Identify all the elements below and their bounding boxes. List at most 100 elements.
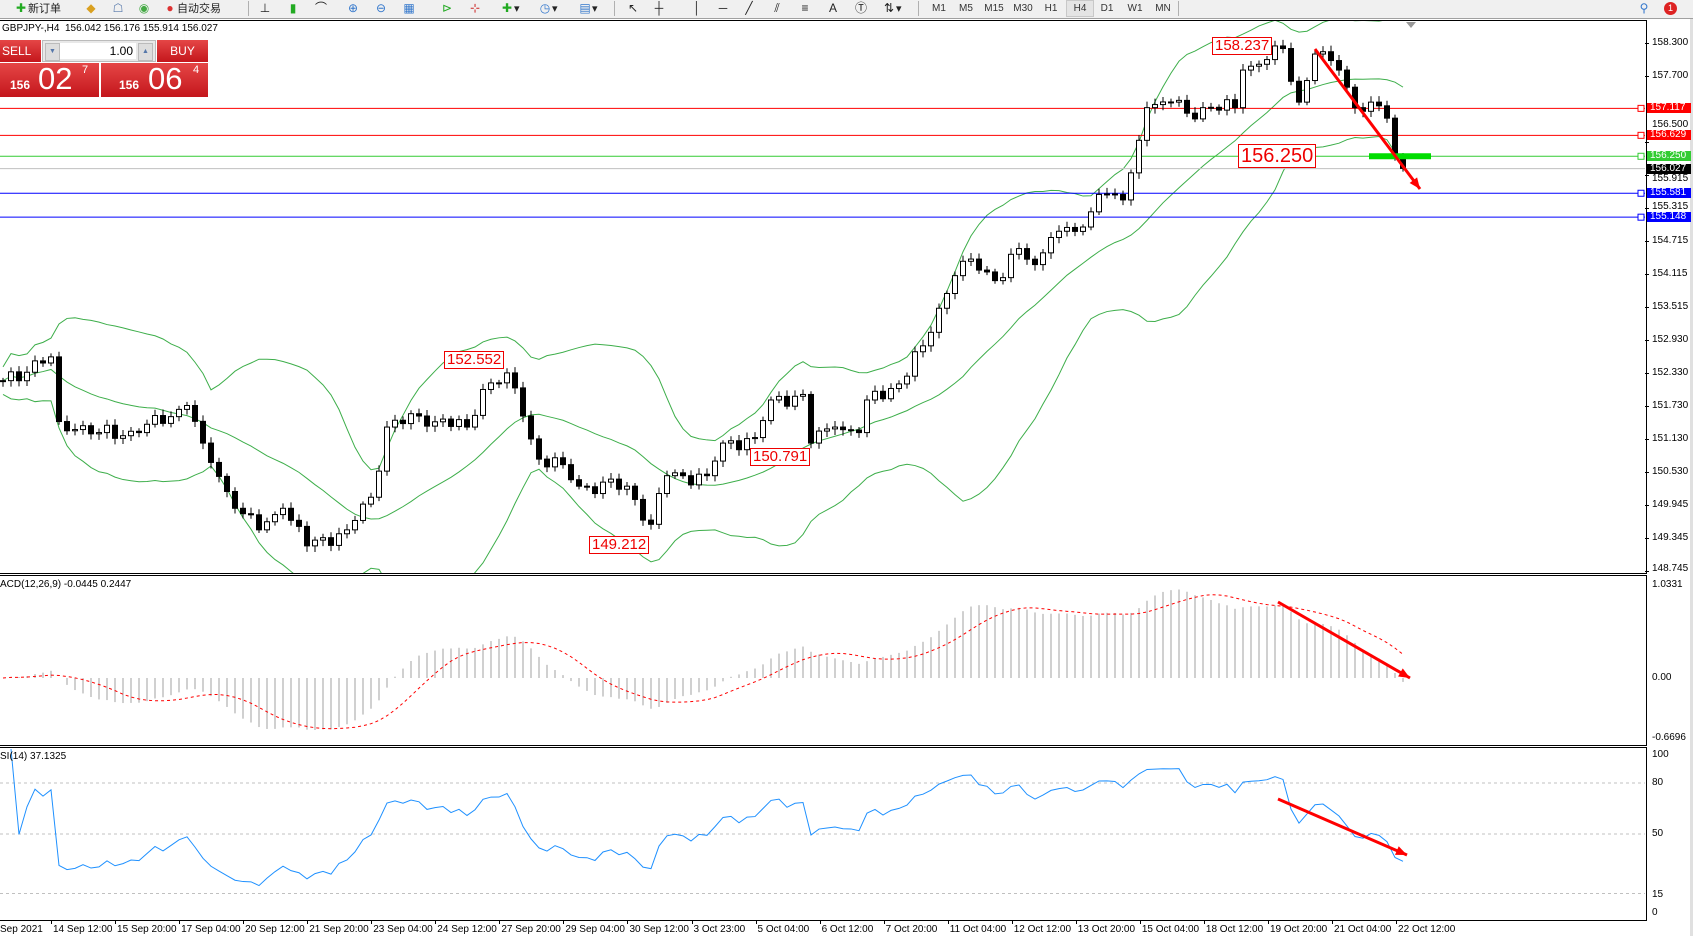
notifications-button[interactable]: 1 <box>1664 1 1677 16</box>
lot-input[interactable]: 1.00 <box>60 43 136 59</box>
price-tick <box>1645 142 1649 144</box>
candle <box>248 513 254 516</box>
rsi-chart[interactable] <box>0 748 1645 920</box>
candle <box>376 470 382 498</box>
zoom-in-button[interactable]: ⊕ <box>346 1 360 16</box>
timeframe-w1[interactable]: W1 <box>1127 3 1143 14</box>
candle <box>200 420 206 444</box>
indicators-button[interactable]: ✚ ▾ <box>501 1 520 15</box>
ask-price-button[interactable]: 156 06 4 <box>101 61 208 97</box>
cursor-button[interactable]: ↖ <box>626 1 640 16</box>
price-axis-label: 154.715 <box>1652 235 1689 247</box>
trendline-icon: ╱ <box>745 1 753 15</box>
chart-shift-button[interactable]: ⊹ <box>468 1 482 16</box>
candle <box>1224 99 1230 111</box>
candle <box>528 415 534 440</box>
macd-chart[interactable] <box>0 576 1645 745</box>
bid-price-button[interactable]: 156 02 7 <box>0 61 99 97</box>
swing-high-label[interactable]: 152.552 <box>444 351 505 369</box>
candle <box>1344 69 1350 88</box>
high-price-label[interactable]: 158.237 <box>1212 37 1273 55</box>
timeframe-mn[interactable]: MN <box>1155 3 1171 14</box>
indicators-icon: ✚ <box>501 1 513 15</box>
signals-button[interactable]: ◉ <box>137 1 151 16</box>
timeframe-m1[interactable]: M1 <box>932 3 946 14</box>
periods-button[interactable]: ◷ ▾ <box>539 1 558 15</box>
candle <box>232 491 238 509</box>
bid-fraction: 7 <box>82 64 89 76</box>
timeframe-m5[interactable]: M5 <box>959 3 973 14</box>
candle <box>1008 253 1014 279</box>
candle <box>448 418 454 427</box>
time-tick <box>563 920 565 924</box>
swing-low-label[interactable]: 150.791 <box>750 448 811 466</box>
timeframe-h1[interactable]: H1 <box>1044 3 1058 14</box>
line-chart-button[interactable]: ⌒ <box>314 1 328 16</box>
low-price-label[interactable]: 149.212 <box>589 536 650 554</box>
vertical-line-button[interactable]: │ <box>690 1 704 16</box>
tile-windows-button[interactable]: ▦ <box>402 1 416 16</box>
market-watch-button[interactable]: ◆ <box>84 1 98 16</box>
candle <box>680 472 686 477</box>
price-tick <box>1645 174 1649 176</box>
auto-trading-button[interactable]: ● 自动交易 <box>163 1 221 16</box>
bar-chart-button[interactable]: ⊥ <box>258 1 272 16</box>
buy-button[interactable]: BUY <box>157 40 208 62</box>
chart-title: GBPJPY-,H4 156.042 156.176 155.914 156.0… <box>2 23 218 34</box>
lot-increase-button[interactable]: ▲ <box>138 43 153 61</box>
timeframe-d1[interactable]: D1 <box>1100 3 1114 14</box>
timeframe-m30[interactable]: M30 <box>1013 3 1033 14</box>
candle <box>696 473 702 486</box>
time-tick <box>819 920 821 924</box>
candle <box>496 382 502 385</box>
templates-button[interactable]: ▤▾ <box>579 1 598 15</box>
terminal-button[interactable]: ☖ <box>111 1 125 16</box>
macd-axis-min: -0.6696 <box>1652 732 1686 743</box>
candle <box>112 424 118 439</box>
separator <box>918 1 919 16</box>
auto-scroll-button[interactable]: ⊳ <box>440 1 454 16</box>
macd-axis-max: 1.0331 <box>1652 579 1683 590</box>
candle <box>392 419 398 428</box>
fibonacci-button[interactable]: ≡ <box>798 1 812 16</box>
time-axis-label: 21 Sep 20:00 <box>309 924 369 935</box>
text-label-button[interactable]: Ⓣ <box>854 1 868 16</box>
timeframe-m15[interactable]: M15 <box>984 3 1004 14</box>
candle <box>648 519 654 525</box>
price-chart[interactable] <box>0 21 1645 573</box>
zoom-out-button[interactable]: ⊖ <box>374 1 388 16</box>
bid-big-figure: 156 <box>10 78 31 92</box>
lot-decrease-button[interactable]: ▼ <box>45 43 60 61</box>
trendline-button[interactable]: ╱ <box>742 1 756 16</box>
template-icon: ▤ <box>579 1 591 15</box>
timeframe-h4[interactable]: H4 <box>1066 0 1094 17</box>
price-axis-label: 149.345 <box>1652 531 1689 543</box>
candle <box>136 430 142 434</box>
fibonacci-fan-button[interactable]: ⫽ <box>770 1 784 16</box>
target-price-label[interactable]: 156.250 <box>1238 144 1317 168</box>
candle <box>864 399 870 434</box>
search-button[interactable]: ⚲ <box>1637 1 1651 16</box>
candle <box>776 395 782 401</box>
price-axis-label: 150.530 <box>1652 466 1689 478</box>
rsi-axis-15: 15 <box>1652 889 1664 900</box>
candle <box>728 440 734 444</box>
new-order-button[interactable]: ✚ 新订单 <box>14 1 61 16</box>
crosshair-button[interactable]: ┼ <box>652 1 666 16</box>
text-button[interactable]: A <box>826 1 840 16</box>
time-axis-label: 7 Oct 20:00 <box>885 924 938 935</box>
candle <box>1176 99 1182 103</box>
lot-stepper[interactable]: ▼ 1.00 ▲ <box>42 40 156 62</box>
candle <box>928 331 934 347</box>
text-icon: A <box>828 1 837 15</box>
line-chart-icon: ⌒ <box>314 1 327 15</box>
candlestick-button[interactable]: ▮ <box>286 1 300 16</box>
horizontal-line-icon: ─ <box>718 1 728 15</box>
horizontal-line-button[interactable]: ─ <box>716 1 730 16</box>
price-axis-label: 153.515 <box>1652 301 1689 313</box>
shapes-button[interactable]: ⇅ ▾ <box>883 1 902 15</box>
candle <box>456 419 462 427</box>
candle <box>1336 60 1342 71</box>
sell-button[interactable]: SELL <box>0 40 41 62</box>
candle <box>88 425 94 435</box>
